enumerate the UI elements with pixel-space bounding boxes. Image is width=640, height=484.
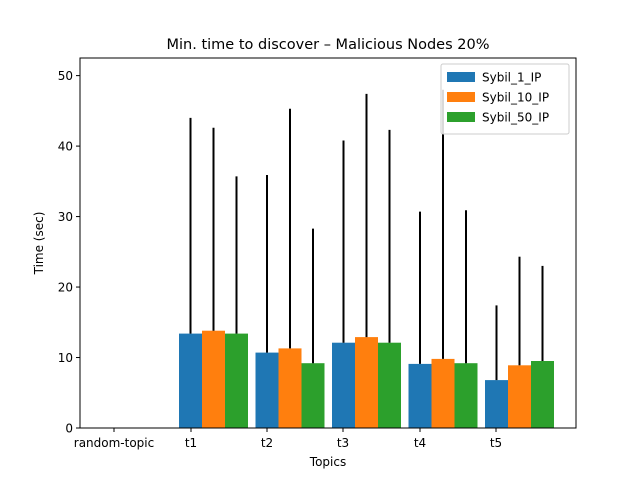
chart-title: Min. time to discover – Malicious Nodes … [167,37,490,53]
plot-frame [79,57,577,429]
y-axis-label: Time (sec) [32,212,46,276]
legend: Sybil_1_IP Sybil_10_IP Sybil_50_IP [440,63,570,135]
bar-Sybil_1_IP-t4 [408,363,432,428]
bar-Sybil_10_IP-t4 [431,358,455,428]
bar-Sybil_10_IP-t1 [202,330,225,428]
bar-Sybil_50_IP-t1 [225,333,248,428]
x-tick-label: t3 [337,436,349,450]
legend-swatch-Sybil_10_IP [447,92,475,102]
legend-swatch-Sybil_1_IP [447,72,475,82]
x-tick-label: t5 [490,436,502,450]
x-tick-label: t2 [261,436,273,450]
y-tick-label: 50 [58,69,73,83]
bar-Sybil_10_IP-t3 [355,337,378,428]
x-axis: random-topic t1 t2 t3 t4 t5 [74,428,502,450]
legend-label-Sybil_10_IP: Sybil_10_IP [482,91,549,105]
y-tick-label: 30 [58,210,73,224]
x-tick-label: t1 [185,436,197,450]
bar-Sybil_1_IP-t1 [179,333,202,428]
y-tick-label: 10 [58,351,73,365]
bar-Sybil_10_IP-t2 [278,348,302,428]
x-tick-label: t4 [414,436,426,450]
y-axis: 0 10 20 30 40 50 [58,69,80,436]
legend-label-Sybil_50_IP: Sybil_50_IP [482,111,549,125]
bar-Sybil_50_IP-t3 [378,342,401,428]
bar-Sybil_50_IP-t5 [531,361,554,428]
y-tick-label: 40 [58,140,73,154]
legend-label-Sybil_1_IP: Sybil_1_IP [482,71,541,85]
x-axis-label: Topics [309,455,346,469]
error-bars-layer [189,89,544,381]
bar-Sybil_1_IP-t5 [485,380,508,428]
x-tick-label: random-topic [74,436,154,450]
bar-Sybil_1_IP-t2 [255,352,279,428]
bar-Sybil_1_IP-t3 [332,342,355,428]
y-tick-label: 0 [65,422,73,436]
legend-swatch-Sybil_50_IP [447,112,475,122]
bar-Sybil_10_IP-t5 [508,365,531,428]
bar-Sybil_50_IP-t2 [301,363,325,428]
bar-Sybil_50_IP-t4 [454,363,478,428]
bars-layer [179,330,554,428]
y-tick-label: 20 [58,281,73,295]
